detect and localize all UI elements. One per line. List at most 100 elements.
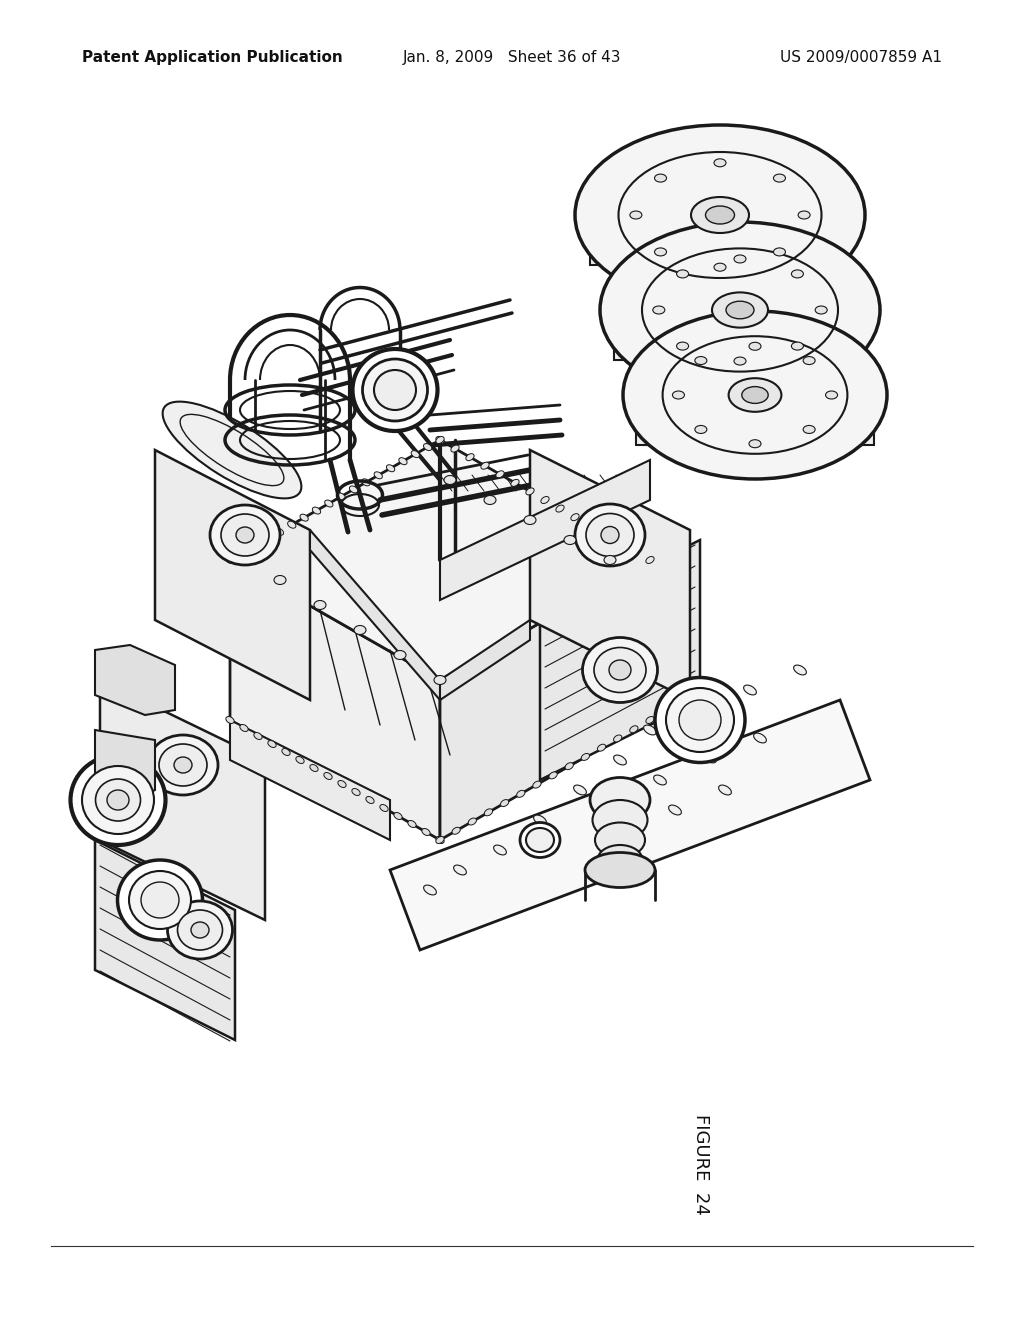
Ellipse shape <box>719 785 731 795</box>
Polygon shape <box>636 395 873 445</box>
Ellipse shape <box>352 348 437 432</box>
Ellipse shape <box>338 780 346 788</box>
Ellipse shape <box>282 748 290 755</box>
Ellipse shape <box>496 471 504 478</box>
Ellipse shape <box>706 206 734 224</box>
Ellipse shape <box>268 741 276 747</box>
Ellipse shape <box>451 445 459 451</box>
Ellipse shape <box>118 861 203 940</box>
Ellipse shape <box>600 222 880 399</box>
Ellipse shape <box>310 764 318 771</box>
Ellipse shape <box>159 744 207 785</box>
Ellipse shape <box>177 909 222 950</box>
Ellipse shape <box>615 540 625 546</box>
Ellipse shape <box>604 556 616 565</box>
Text: FIGURE  24: FIGURE 24 <box>692 1114 711 1214</box>
Ellipse shape <box>714 263 726 271</box>
Ellipse shape <box>726 301 754 319</box>
Ellipse shape <box>549 772 557 779</box>
Ellipse shape <box>570 513 580 520</box>
Polygon shape <box>95 645 175 715</box>
Ellipse shape <box>575 125 865 305</box>
Polygon shape <box>310 531 440 700</box>
Ellipse shape <box>691 197 749 234</box>
Ellipse shape <box>296 756 304 763</box>
Ellipse shape <box>82 766 154 834</box>
Ellipse shape <box>337 492 345 500</box>
Ellipse shape <box>174 756 193 774</box>
Text: Jan. 8, 2009   Sheet 36 of 43: Jan. 8, 2009 Sheet 36 of 43 <box>402 50 622 65</box>
Ellipse shape <box>803 425 815 433</box>
Ellipse shape <box>695 425 707 433</box>
Ellipse shape <box>644 725 656 735</box>
Ellipse shape <box>408 821 416 828</box>
Ellipse shape <box>239 549 247 557</box>
Ellipse shape <box>749 342 761 350</box>
Ellipse shape <box>210 506 280 565</box>
Ellipse shape <box>251 543 259 549</box>
Ellipse shape <box>586 513 634 557</box>
Ellipse shape <box>575 504 645 566</box>
Ellipse shape <box>582 754 590 760</box>
Ellipse shape <box>95 779 140 821</box>
Ellipse shape <box>773 174 785 182</box>
Ellipse shape <box>677 342 688 350</box>
Ellipse shape <box>221 513 269 556</box>
Ellipse shape <box>398 458 408 465</box>
Ellipse shape <box>613 755 627 764</box>
Ellipse shape <box>601 531 609 537</box>
Polygon shape <box>590 215 851 265</box>
Ellipse shape <box>677 269 688 279</box>
Ellipse shape <box>524 516 536 524</box>
Ellipse shape <box>712 293 768 327</box>
Ellipse shape <box>679 700 721 741</box>
Polygon shape <box>440 620 530 700</box>
Ellipse shape <box>148 735 218 795</box>
Polygon shape <box>440 459 650 601</box>
Ellipse shape <box>274 576 286 585</box>
Ellipse shape <box>653 306 665 314</box>
Polygon shape <box>155 450 310 700</box>
Ellipse shape <box>481 462 489 469</box>
Ellipse shape <box>613 735 622 742</box>
Polygon shape <box>95 840 234 1040</box>
Ellipse shape <box>422 829 430 836</box>
Ellipse shape <box>424 444 432 450</box>
Ellipse shape <box>595 822 645 858</box>
Ellipse shape <box>729 379 781 412</box>
Ellipse shape <box>501 800 509 807</box>
Ellipse shape <box>630 211 642 219</box>
Ellipse shape <box>794 665 806 675</box>
Ellipse shape <box>583 638 657 702</box>
Ellipse shape <box>324 772 332 780</box>
Ellipse shape <box>254 733 262 739</box>
Ellipse shape <box>511 479 519 486</box>
Ellipse shape <box>792 342 804 350</box>
Ellipse shape <box>466 454 474 461</box>
Ellipse shape <box>288 521 296 528</box>
Ellipse shape <box>646 557 654 564</box>
Ellipse shape <box>191 921 209 939</box>
Ellipse shape <box>263 536 271 543</box>
Polygon shape <box>614 310 866 360</box>
Ellipse shape <box>436 437 444 444</box>
Ellipse shape <box>366 796 374 804</box>
Ellipse shape <box>593 800 647 840</box>
Ellipse shape <box>526 488 535 495</box>
Ellipse shape <box>106 789 129 810</box>
Ellipse shape <box>597 845 642 875</box>
Polygon shape <box>440 560 650 840</box>
Ellipse shape <box>798 211 810 219</box>
Ellipse shape <box>646 717 654 723</box>
Polygon shape <box>230 719 390 840</box>
Polygon shape <box>95 730 155 800</box>
Ellipse shape <box>434 676 446 685</box>
Ellipse shape <box>436 837 444 843</box>
Ellipse shape <box>300 515 308 521</box>
Polygon shape <box>230 560 440 840</box>
Ellipse shape <box>352 788 360 796</box>
Ellipse shape <box>494 845 507 855</box>
Ellipse shape <box>71 755 166 845</box>
Ellipse shape <box>825 391 838 399</box>
Ellipse shape <box>597 744 605 751</box>
